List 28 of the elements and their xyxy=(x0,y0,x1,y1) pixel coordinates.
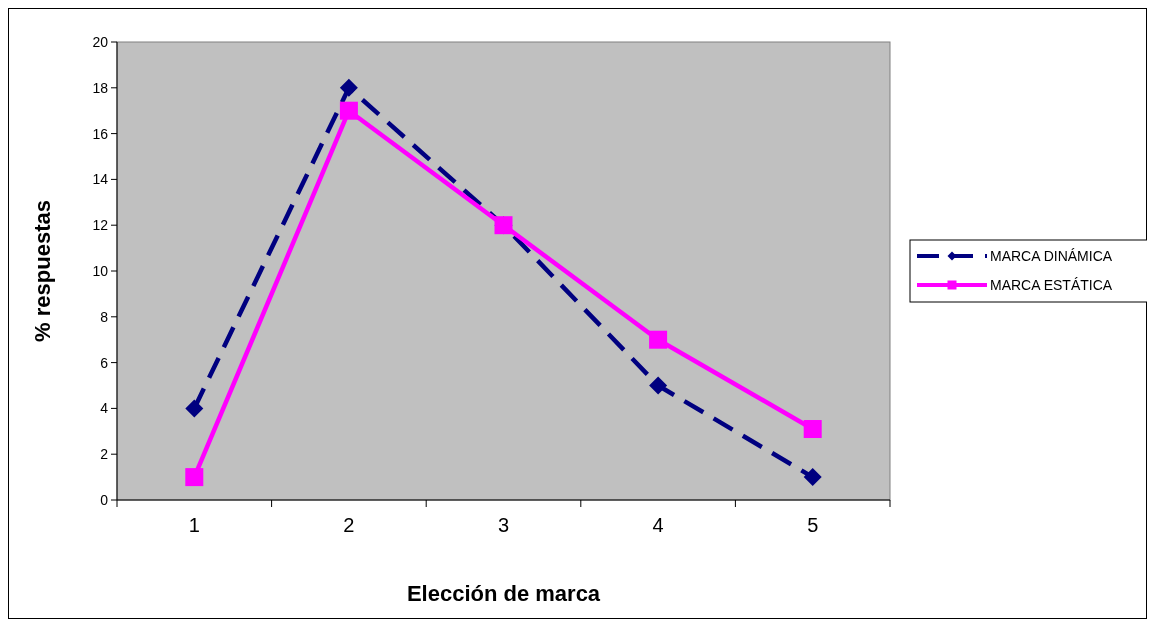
point xyxy=(803,468,822,487)
y-tick-label: 12 xyxy=(92,217,109,234)
x-tick-label: 3 xyxy=(497,514,510,536)
y-tick-label: 10 xyxy=(92,262,109,279)
y-tick-label: 16 xyxy=(92,125,109,142)
x-tick-label: 1 xyxy=(188,514,200,536)
x-tick-label: 5 xyxy=(807,514,819,536)
point xyxy=(185,399,204,418)
y-tick-label: 4 xyxy=(100,400,109,417)
point xyxy=(649,330,668,349)
legend-label: MARCA ESTÁTICA xyxy=(990,276,1113,293)
point xyxy=(185,468,204,487)
y-tick-label: 6 xyxy=(100,354,109,371)
y-axis-title: % respuestas xyxy=(30,200,55,342)
legend-label: MARCA DINÁMICA xyxy=(990,247,1113,264)
y-tick-label: 0 xyxy=(100,491,109,508)
y-tick-label: 20 xyxy=(92,33,109,50)
y-tick-label: 8 xyxy=(100,308,109,325)
x-tick-label: 4 xyxy=(652,514,664,536)
x-axis-title: Elección de marca xyxy=(406,581,601,606)
y-tick-label: 2 xyxy=(100,446,109,463)
y-tick-label: 18 xyxy=(92,79,109,96)
point xyxy=(339,101,358,120)
point xyxy=(649,376,668,395)
x-tick-label: 2 xyxy=(343,514,355,536)
point xyxy=(339,78,358,97)
y-tick-label: 14 xyxy=(92,171,109,188)
point xyxy=(803,420,822,439)
